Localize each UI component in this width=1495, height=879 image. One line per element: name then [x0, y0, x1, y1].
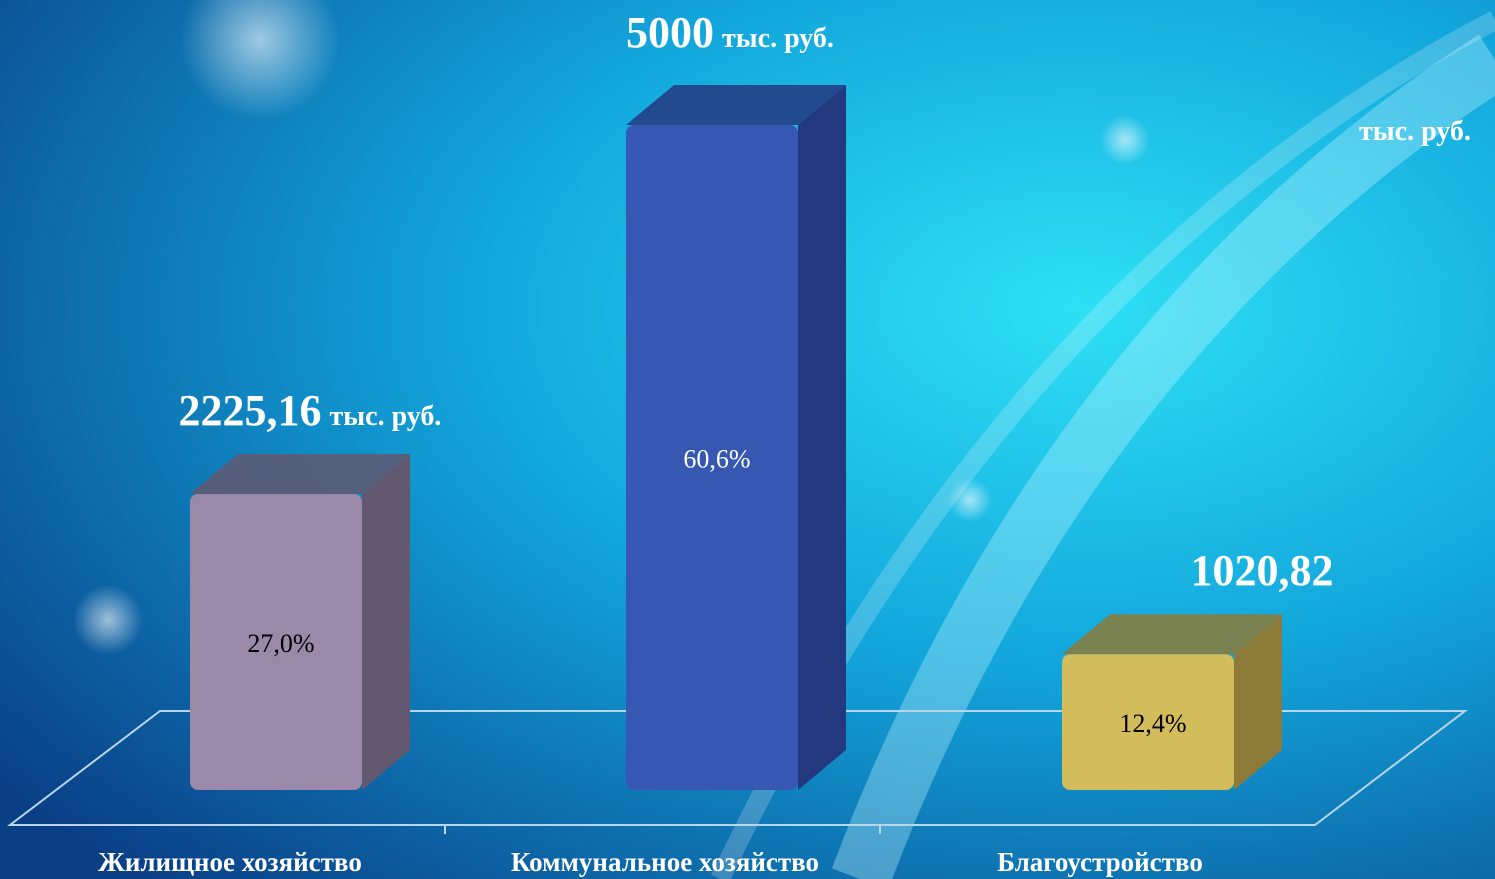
floor	[7, 710, 1468, 826]
value-text: 1020,82	[1191, 546, 1334, 595]
percent-label: 27,0%	[247, 629, 314, 658]
decor	[180, 0, 340, 120]
unit-label: тыс. руб.	[1359, 116, 1471, 147]
bar	[1062, 654, 1234, 790]
decor	[948, 478, 992, 522]
decor	[1100, 115, 1150, 165]
bar-side	[362, 454, 410, 790]
decor	[831, 34, 1495, 879]
decor	[73, 585, 143, 655]
unit-text: тыс. руб.	[722, 23, 834, 54]
bar	[626, 125, 798, 790]
percent-label: 12,4%	[1119, 709, 1186, 738]
value-text: 2225,16	[179, 386, 322, 435]
unit-text: тыс. руб.	[330, 401, 442, 432]
bar	[190, 494, 362, 790]
percent-label: 60,6%	[683, 445, 750, 474]
bar-top	[626, 85, 846, 125]
value-label: 5000 тыс. руб.	[626, 8, 834, 57]
bar-side	[798, 85, 846, 790]
bar-side	[1234, 614, 1282, 790]
bar-top	[1062, 614, 1282, 655]
bar-top	[190, 454, 410, 495]
x-tick-label: Жилищное хозяйство	[98, 847, 362, 877]
value-label: 1020,82	[1191, 546, 1334, 595]
x-tick-label: Коммунальное хозяйство	[511, 847, 819, 877]
x-tick-label: Благоустройство	[997, 847, 1203, 877]
value-label: 2225,16 тыс. руб.	[179, 386, 442, 435]
value-text: 5000	[626, 8, 714, 57]
